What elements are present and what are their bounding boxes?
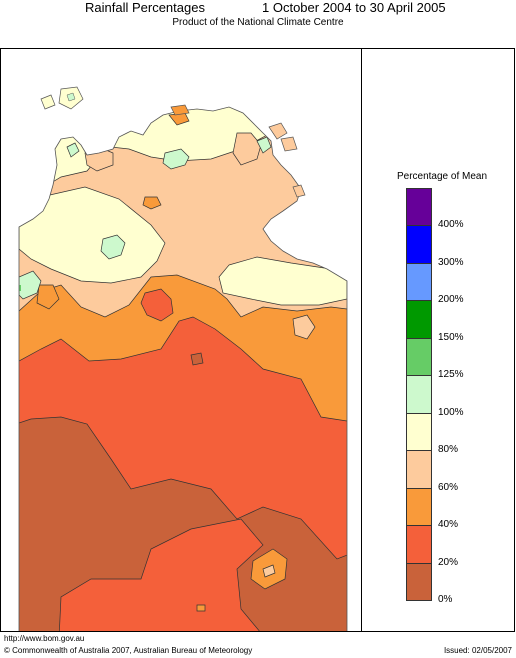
map-subtitle: Product of the National Climate Centre: [172, 17, 344, 28]
zone-60-80-patch-d: [262, 564, 276, 578]
legend-tick-label: 0%: [438, 594, 453, 605]
legend-tick-label: 60%: [438, 481, 459, 493]
zone-60-80-patch-b: [232, 132, 262, 166]
legend-swatch: [406, 225, 432, 264]
legend-tick-label: 80%: [438, 444, 459, 455]
island-a: [268, 122, 288, 140]
legend-swatch: [406, 487, 432, 526]
map-title: Rainfall Percentages: [85, 0, 205, 15]
zone-0-20-patch-a: [190, 352, 204, 366]
footer-url: http://www.bom.gov.au: [4, 634, 85, 643]
legend-title: Percentage of Mean: [396, 171, 488, 182]
zone-80-100-east: [218, 256, 347, 306]
legend-tick-label: 100%: [438, 406, 464, 418]
legend-swatch: [406, 300, 432, 339]
legend-swatch: [406, 262, 432, 301]
coastline: [18, 106, 348, 631]
legend-tick-label: 20%: [438, 556, 459, 568]
rainfall-map: [18, 86, 348, 631]
legend-tick-label: 200%: [438, 294, 464, 305]
legend-swatch: [406, 562, 432, 601]
zone-20-40-south: [58, 518, 264, 631]
legend-swatch: [406, 337, 432, 376]
legend-swatch: [406, 525, 432, 564]
island-d-patch: [66, 92, 76, 102]
zone-40-60-patch-e: [196, 604, 206, 612]
zone-125-150-patch: [19, 285, 21, 291]
legend-tick-label: 150%: [438, 331, 464, 343]
legend-swatch: [406, 450, 432, 489]
island-b: [280, 136, 298, 152]
legend-swatch: [406, 187, 432, 226]
footer-copyright: © Commonwealth of Australia 2007, Austra…: [4, 646, 253, 655]
footer-issued: Issued: 02/05/2007: [443, 646, 512, 655]
zone-100-125-patch-a: [162, 148, 190, 170]
zone-100-125-patch-b: [256, 136, 272, 154]
legend-panel: Percentage of Mean 0% 20% 40% 60% 80% 100% 125…: [362, 48, 515, 632]
zone-100-125-patch-e: [66, 142, 80, 158]
legend-tick-label: 400%: [438, 219, 464, 230]
map-panel: [0, 48, 362, 632]
zone-60-80-patch-c: [292, 314, 316, 340]
island-f: [170, 104, 190, 116]
legend-tick-label: 40%: [438, 519, 459, 530]
zone-20-40-patch-a: [140, 288, 174, 322]
legend-tick-label: 125%: [438, 369, 464, 380]
zone-40-60-patch-b: [36, 284, 60, 310]
island-c: [292, 184, 306, 198]
zone-80-100-west: [19, 186, 166, 284]
island-e: [40, 94, 56, 110]
legend-swatch: [406, 412, 432, 451]
zone-100-125-patch-c: [100, 234, 126, 260]
legend-tick-label: 300%: [438, 256, 464, 268]
zone-40-60-patch-a: [142, 196, 162, 210]
legend-swatch: [406, 375, 432, 414]
zone-100-125-patch-d: [19, 270, 42, 300]
map-period: 1 October 2004 to 30 April 2005: [262, 0, 446, 15]
